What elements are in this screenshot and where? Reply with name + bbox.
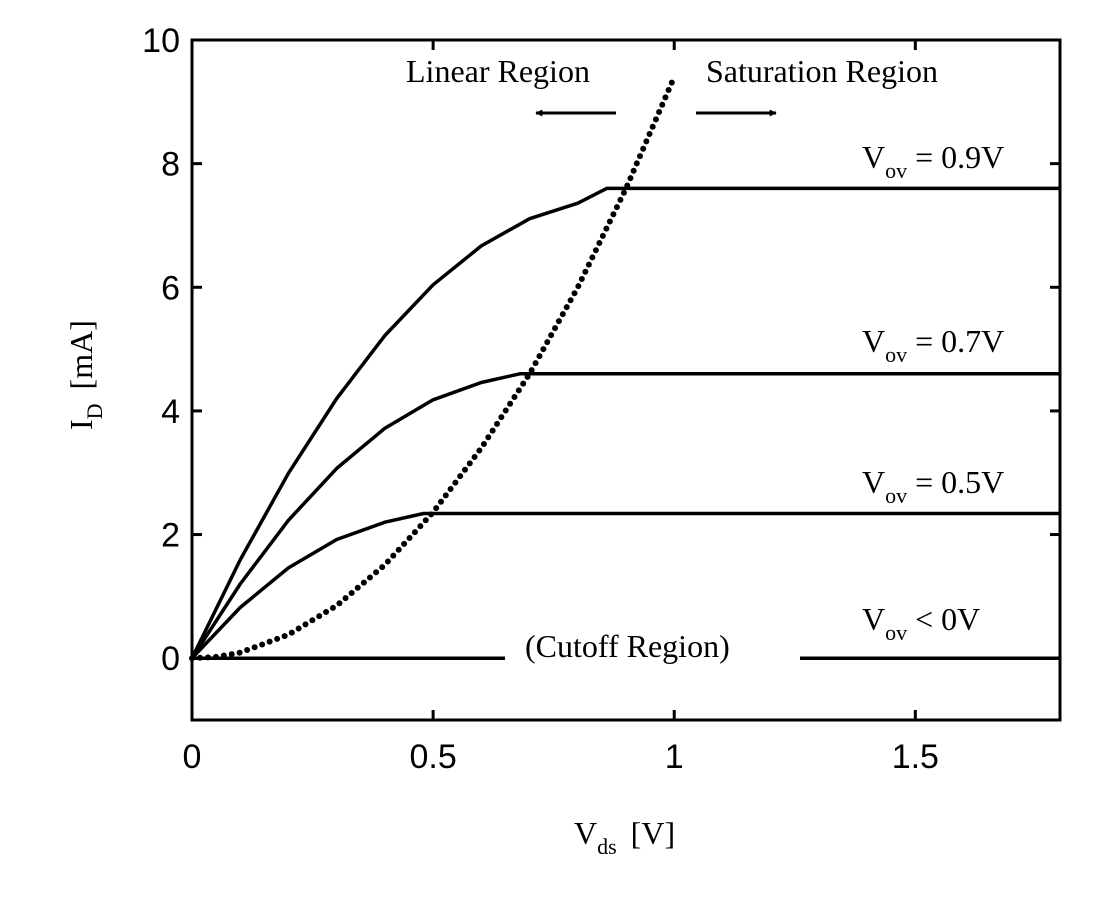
y-tick-label: 6	[161, 269, 180, 307]
series-label-vov-0p7: Vov = 0.7V	[862, 323, 1004, 367]
x-tick-label: 1.5	[892, 738, 939, 776]
y-tick-label: 0	[161, 640, 180, 678]
cutoff-region-label: (Cutoff Region)	[525, 628, 730, 664]
y-tick-label: 10	[142, 22, 180, 60]
saturation-region-label: Saturation Region	[706, 53, 938, 89]
plot-frame	[190, 38, 1062, 722]
series-label-vov-0p9: Vov = 0.9V	[862, 139, 1004, 183]
linear-region-label: Linear Region	[406, 53, 590, 89]
y-tick-label: 4	[161, 393, 180, 431]
series-label-vov-lt-0: Vov < 0V	[862, 601, 980, 645]
x-tick-label: 0	[183, 738, 202, 776]
y-tick-label: 2	[161, 517, 180, 555]
x-tick-label: 0.5	[409, 738, 456, 776]
series-line-2	[190, 511, 1060, 660]
axis-ticks: 0 0.5 1 1.5 0 2 4 6 8 10	[142, 22, 1060, 776]
series-line-0	[190, 186, 1060, 659]
x-axis-label: Vds [V]	[574, 815, 675, 859]
y-axis-label: ID[mA]	[63, 320, 107, 430]
x-tick-label: 1	[665, 738, 684, 776]
cutoff-label-mask	[505, 625, 800, 673]
series-label-vov-0p5: Vov = 0.5V	[862, 464, 1004, 508]
y-tick-label: 8	[161, 146, 180, 184]
saturation-boundary-line	[189, 74, 678, 662]
series-line-1	[190, 372, 1060, 660]
series-layer	[189, 74, 1060, 662]
